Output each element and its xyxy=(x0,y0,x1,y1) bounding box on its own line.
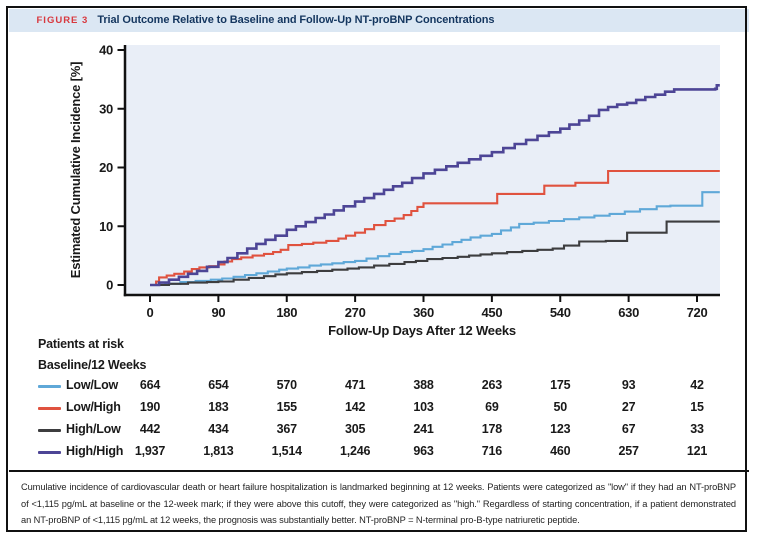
risk-row-label: High/High xyxy=(66,444,124,458)
y-tick-label: 30 xyxy=(99,101,113,116)
risk-count: 570 xyxy=(276,378,297,392)
risk-count: 15 xyxy=(690,400,704,414)
risk-count: 241 xyxy=(413,422,434,436)
legend-line-swatch xyxy=(38,451,61,454)
series-high-high xyxy=(150,84,720,287)
risk-row-low-high: Low/High 190 183 155 142 103 69 50 27 15 xyxy=(0,399,757,419)
risk-row-label: Low/High xyxy=(66,400,121,414)
x-tick-label: 540 xyxy=(550,305,571,320)
risk-count: 123 xyxy=(550,422,571,436)
risk-count: 93 xyxy=(621,378,636,392)
risk-count: 121 xyxy=(686,444,708,458)
y-tick-label: 0 xyxy=(106,278,113,293)
x-tick-label: 90 xyxy=(211,305,225,320)
risk-count: 434 xyxy=(208,422,229,436)
risk-count: 69 xyxy=(485,400,499,414)
risk-count: 103 xyxy=(413,400,434,414)
legend-line-swatch xyxy=(38,407,61,410)
risk-count: 305 xyxy=(344,422,366,436)
risk-row-low-low: Low/Low 664 654 570 471 388 263 175 93 42 xyxy=(0,377,757,397)
risk-count: 42 xyxy=(690,378,704,392)
risk-count: 1,937 xyxy=(134,444,166,458)
y-axis-title: Estimated Cumulative Incidence [%] xyxy=(68,62,83,278)
risk-count: 367 xyxy=(276,422,297,436)
x-tick-label: 720 xyxy=(687,305,708,320)
risk-count: 716 xyxy=(481,444,502,458)
caption-divider xyxy=(8,470,749,472)
x-tick-label: 630 xyxy=(618,305,639,320)
risk-row-high-low: High/Low 442 434 367 305 241 178 123 67 33 xyxy=(0,421,757,441)
series-low-low xyxy=(150,191,720,287)
risk-row-label: High/Low xyxy=(66,422,121,436)
risk-count: 263 xyxy=(481,378,502,392)
figure-caption: Cumulative incidence of cardiovascular d… xyxy=(21,482,736,525)
risk-count: 33 xyxy=(690,422,704,436)
risk-count: 664 xyxy=(139,378,161,392)
risk-count: 388 xyxy=(413,378,434,392)
risk-count: 178 xyxy=(481,422,502,436)
risk-count: 963 xyxy=(413,444,434,458)
risk-count: 654 xyxy=(208,378,229,392)
risk-count: 1,246 xyxy=(339,444,371,458)
y-tick-label: 10 xyxy=(99,219,113,234)
risk-count: 471 xyxy=(344,378,366,392)
risk-count: 175 xyxy=(550,378,571,392)
risk-row-high-high: High/High 1,937 1,813 1,514 1,246 963 716 460 25… xyxy=(0,443,757,463)
cumulative-incidence-chart: 0 10 20 30 40 0 90 180 270 360 450 540 630 720 Estimat… xyxy=(68,43,720,338)
x-tick-label: 450 xyxy=(481,305,502,320)
legend-line-swatch xyxy=(38,385,61,388)
y-tick-label: 20 xyxy=(99,160,113,175)
figure-number-label: FIGURE 3 xyxy=(36,14,89,26)
risk-count: 257 xyxy=(618,444,639,458)
x-tick-label: 360 xyxy=(413,305,434,320)
x-tick-label: 180 xyxy=(276,305,297,320)
x-tick-label: 0 xyxy=(147,305,154,320)
series-high-low xyxy=(150,220,720,287)
legend-line-swatch xyxy=(38,429,61,432)
risk-count: 142 xyxy=(344,400,366,414)
risk-count: 1,813 xyxy=(203,444,234,458)
risk-count: 190 xyxy=(139,400,161,414)
risk-table-subtitle: Baseline/12 Weeks xyxy=(38,358,147,372)
risk-count: 1,514 xyxy=(271,444,302,458)
figure-title: Trial Outcome Relative to Baseline and F… xyxy=(97,14,495,27)
risk-table-title: Patients at risk xyxy=(38,337,124,351)
figure-header-band: FIGURE 3 Trial Outcome Relative to Basel… xyxy=(8,8,749,32)
y-tick-label: 40 xyxy=(99,43,113,58)
risk-count: 460 xyxy=(550,444,571,458)
risk-count: 27 xyxy=(621,400,636,414)
risk-row-label: Low/Low xyxy=(66,378,119,392)
x-axis-title: Follow-Up Days After 12 Weeks xyxy=(328,323,516,338)
series-low-high xyxy=(150,169,720,287)
risk-count: 50 xyxy=(553,400,567,414)
risk-count: 183 xyxy=(208,400,229,414)
risk-count: 67 xyxy=(621,422,636,436)
risk-count: 155 xyxy=(276,400,297,414)
x-tick-label: 270 xyxy=(345,305,366,320)
risk-count: 442 xyxy=(139,422,161,436)
